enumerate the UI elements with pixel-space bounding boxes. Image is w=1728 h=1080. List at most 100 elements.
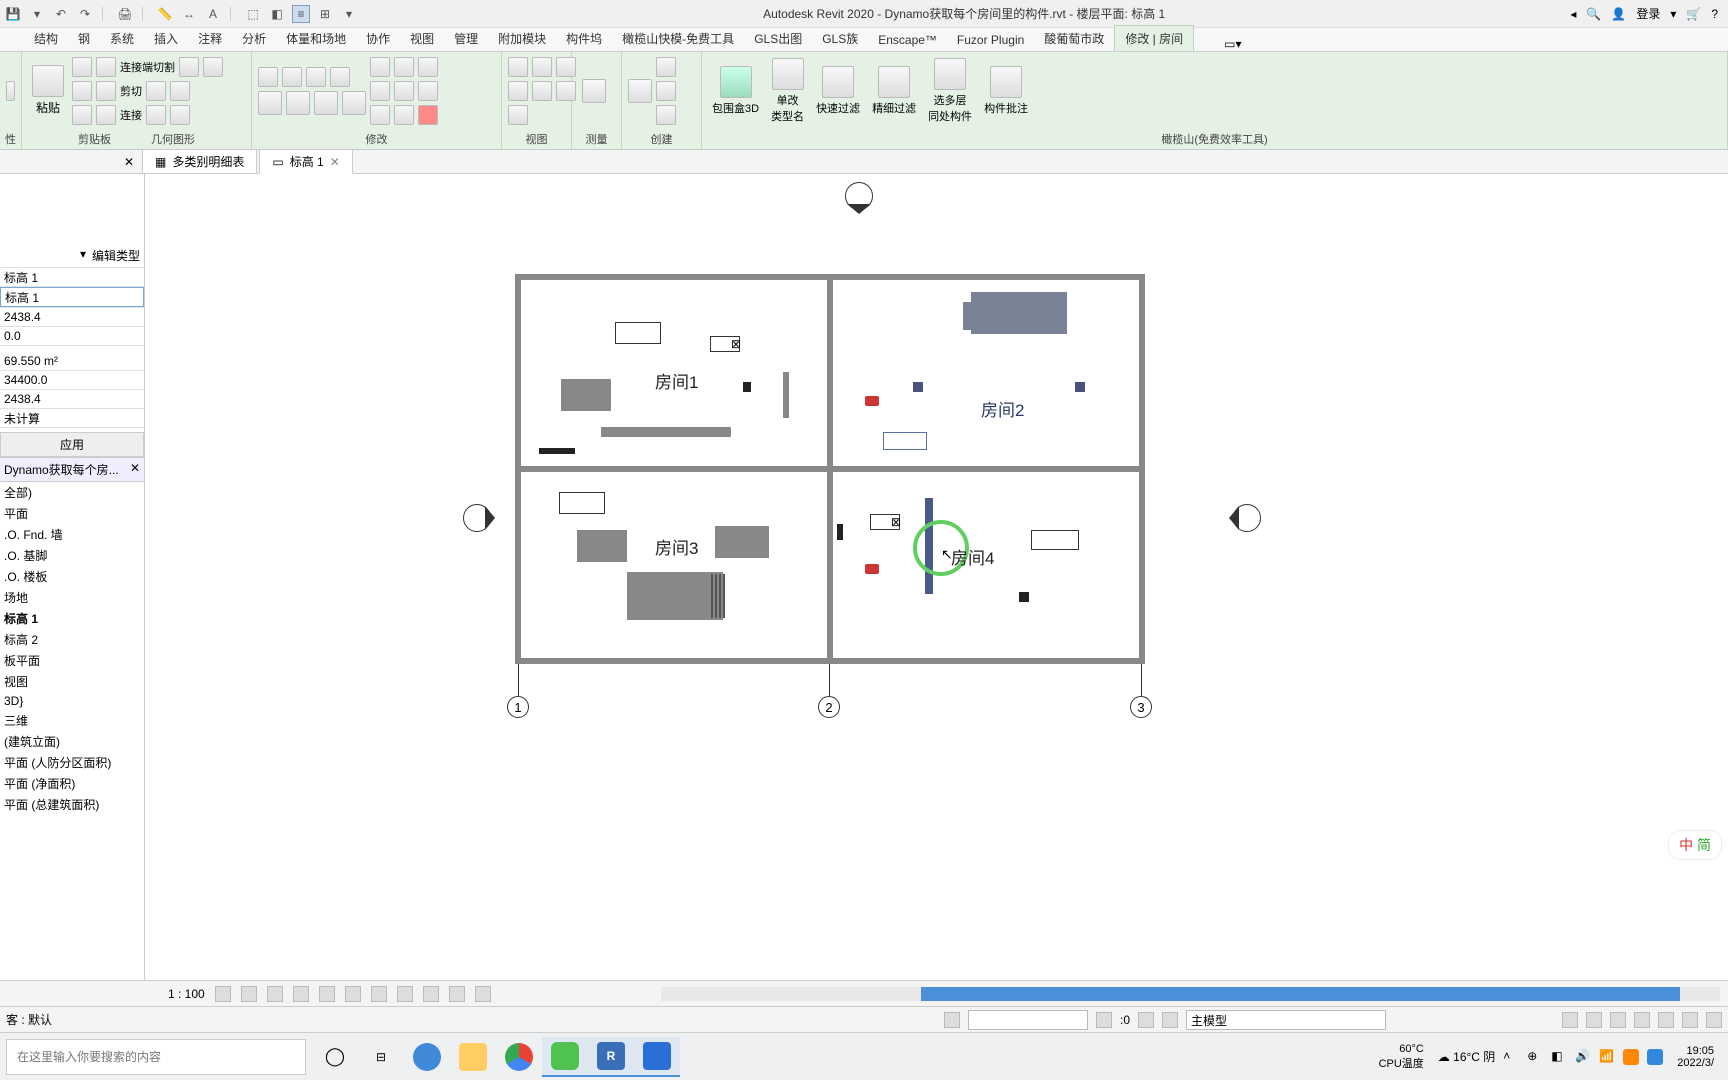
quickfilter-button[interactable]: 快速过滤 bbox=[812, 64, 864, 118]
modify-tool-icon[interactable] bbox=[6, 81, 15, 101]
tool-icon[interactable] bbox=[394, 57, 414, 77]
status-icon[interactable] bbox=[1138, 1012, 1154, 1028]
furniture[interactable] bbox=[913, 382, 923, 392]
furniture[interactable] bbox=[837, 524, 843, 540]
status-icon[interactable] bbox=[1634, 1012, 1650, 1028]
3d-icon[interactable]: ⬚ bbox=[244, 5, 262, 23]
bbox3d-button[interactable]: 包围盒3D bbox=[708, 64, 763, 118]
array-icon[interactable] bbox=[370, 57, 390, 77]
multifloor-button[interactable]: 选多层 同处构件 bbox=[924, 56, 976, 126]
help-icon[interactable]: ? bbox=[1711, 7, 1718, 21]
cart-icon[interactable]: 🛒 bbox=[1686, 7, 1701, 21]
join-icon[interactable] bbox=[96, 105, 116, 125]
view-icon[interactable] bbox=[532, 81, 552, 101]
reveal-icon[interactable] bbox=[397, 986, 413, 1002]
tool-icon[interactable] bbox=[370, 81, 390, 101]
tool-icon[interactable] bbox=[394, 105, 414, 125]
tool-icon[interactable] bbox=[146, 105, 166, 125]
create-icon[interactable] bbox=[656, 105, 676, 125]
scale-icon[interactable] bbox=[342, 91, 366, 115]
ribbon-tab[interactable]: 附加模块 bbox=[488, 26, 556, 51]
tree-item[interactable]: 平面 (净面积) bbox=[0, 773, 144, 794]
furniture[interactable] bbox=[711, 574, 725, 618]
apply-button[interactable]: 应用 bbox=[0, 432, 144, 457]
modify-icon[interactable] bbox=[306, 67, 326, 87]
hide-icon[interactable] bbox=[371, 986, 387, 1002]
cpu-temp[interactable]: 60°CCPU温度 bbox=[1373, 1043, 1430, 1071]
matchtype-icon[interactable] bbox=[96, 57, 116, 77]
grid-bubble[interactable]: 1 bbox=[507, 696, 529, 718]
search-icon[interactable]: 🔍 bbox=[1586, 7, 1601, 21]
doc-tab[interactable]: ▦多类别明细表 bbox=[142, 149, 257, 174]
sun-path-icon[interactable] bbox=[267, 986, 283, 1002]
tool-icon[interactable] bbox=[370, 105, 390, 125]
create-icon[interactable] bbox=[656, 81, 676, 101]
furniture[interactable] bbox=[883, 432, 927, 450]
revit-app[interactable]: R bbox=[588, 1037, 634, 1077]
rotate-icon[interactable] bbox=[286, 91, 310, 115]
prop-input[interactable] bbox=[0, 352, 144, 370]
tray-icon[interactable]: ⊕ bbox=[1527, 1049, 1543, 1065]
prop-input[interactable] bbox=[0, 390, 144, 408]
prop-input-selected[interactable] bbox=[0, 287, 144, 307]
tool-icon[interactable] bbox=[418, 81, 438, 101]
furniture[interactable] bbox=[627, 572, 723, 620]
design-option-combo[interactable]: 主模型 bbox=[1186, 1010, 1386, 1030]
save-icon[interactable]: 💾 bbox=[4, 5, 22, 23]
section-icon[interactable]: ◧ bbox=[268, 5, 286, 23]
clock[interactable]: 19:052022/3/ bbox=[1671, 1045, 1720, 1069]
doc-tab-active[interactable]: ▭标高 1✕ bbox=[259, 149, 352, 174]
trim-icon[interactable] bbox=[96, 81, 116, 101]
mirror-icon[interactable] bbox=[314, 91, 338, 115]
tree-item[interactable]: 平面 (总建筑面积) bbox=[0, 794, 144, 815]
thin-lines-icon[interactable]: ≡ bbox=[292, 5, 310, 23]
view-icon[interactable] bbox=[532, 57, 552, 77]
ribbon-tab[interactable]: 酸葡萄市政 bbox=[1034, 26, 1114, 51]
workset-combo[interactable] bbox=[968, 1010, 1088, 1030]
tree-item[interactable]: 场地 bbox=[0, 587, 144, 608]
nav-left-icon[interactable]: ◂ bbox=[1570, 7, 1576, 21]
tree-item[interactable]: 平面 bbox=[0, 503, 144, 524]
ribbon-tab[interactable]: 视图 bbox=[400, 26, 444, 51]
ribbon-tab-active[interactable]: 修改 | 房间 bbox=[1114, 25, 1194, 51]
user-icon[interactable]: 👤 bbox=[1611, 7, 1626, 21]
furniture[interactable] bbox=[743, 382, 751, 392]
edge-app[interactable] bbox=[404, 1037, 450, 1077]
crop-region-icon[interactable] bbox=[345, 986, 361, 1002]
align-icon[interactable]: ↔ bbox=[180, 5, 198, 23]
tree-item[interactable]: 3D} bbox=[0, 692, 144, 710]
tool-icon[interactable] bbox=[203, 57, 223, 77]
modify-icon[interactable] bbox=[330, 67, 350, 87]
tree-item[interactable]: 标高 2 bbox=[0, 629, 144, 650]
tree-item-active[interactable]: 标高 1 bbox=[0, 608, 144, 629]
tree-item[interactable]: (建筑立面) bbox=[0, 731, 144, 752]
print-icon[interactable]: 🖨 bbox=[116, 5, 134, 23]
ribbon-tab[interactable]: 协作 bbox=[356, 26, 400, 51]
annotate-button[interactable]: 构件批注 bbox=[980, 64, 1032, 118]
vb-icon[interactable] bbox=[475, 986, 491, 1002]
camera-icon[interactable] bbox=[865, 396, 879, 406]
qat-dropdown-icon[interactable]: ▾ bbox=[28, 5, 46, 23]
close-hidden-icon[interactable]: ⊞ bbox=[316, 5, 334, 23]
status-icon[interactable] bbox=[1162, 1012, 1178, 1028]
ribbon-tab[interactable] bbox=[4, 43, 24, 51]
finefilter-button[interactable]: 精细过滤 bbox=[868, 64, 920, 118]
ribbon-tab[interactable]: 构件坞 bbox=[556, 26, 612, 51]
grid-bubble[interactable]: 2 bbox=[818, 696, 840, 718]
shadows-icon[interactable] bbox=[293, 986, 309, 1002]
prop-input[interactable] bbox=[0, 268, 144, 286]
status-icon[interactable] bbox=[1706, 1012, 1722, 1028]
ribbon-tab[interactable]: 管理 bbox=[444, 26, 488, 51]
ribbon-tab[interactable]: 结构 bbox=[24, 26, 68, 51]
tool-icon[interactable] bbox=[418, 57, 438, 77]
tree-item[interactable]: .O. 基脚 bbox=[0, 545, 144, 566]
furniture[interactable] bbox=[559, 492, 605, 514]
vb-icon[interactable] bbox=[449, 986, 465, 1002]
drawing-canvas[interactable]: ⊠ 房间1 房间2 房间 bbox=[145, 174, 1728, 980]
furniture[interactable] bbox=[783, 372, 789, 418]
tree-item[interactable]: 板平面 bbox=[0, 650, 144, 671]
modify-icon[interactable] bbox=[282, 67, 302, 87]
status-icon[interactable] bbox=[1610, 1012, 1626, 1028]
prop-input[interactable] bbox=[0, 327, 144, 345]
switch-window-icon[interactable]: ▾ bbox=[340, 5, 358, 23]
